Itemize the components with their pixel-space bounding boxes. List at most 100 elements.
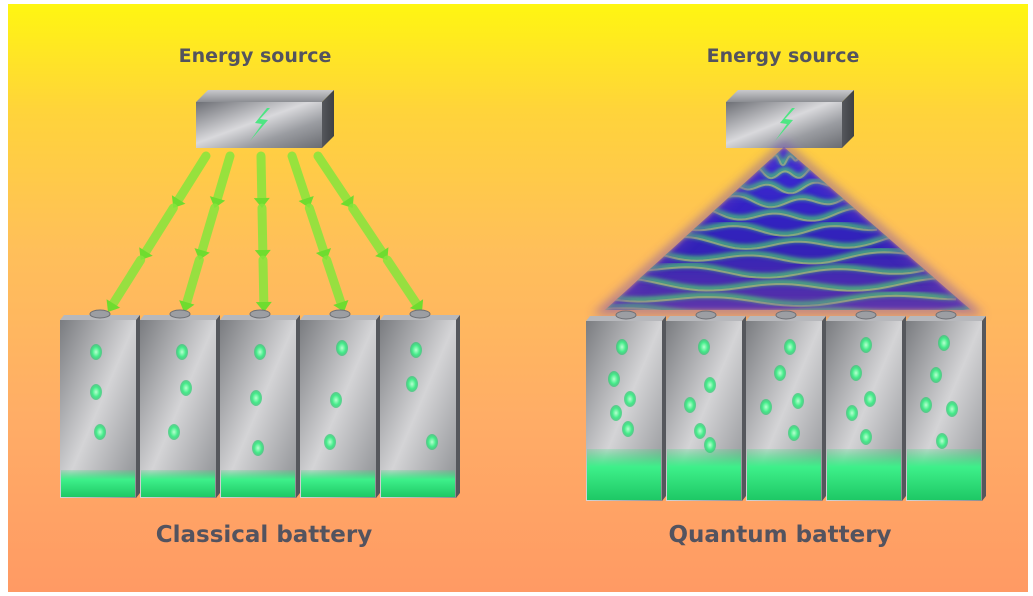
cell-terminal	[775, 310, 797, 320]
charge-level	[61, 470, 135, 497]
energy-droplet-icon	[784, 339, 796, 355]
energy-droplet-icon	[850, 365, 862, 381]
energy-droplet-icon	[698, 339, 710, 355]
energy-droplet-icon	[704, 437, 716, 453]
charge-level	[381, 470, 455, 497]
classical-battery-cells	[60, 309, 460, 498]
energy-droplet-icon	[406, 376, 418, 392]
energy-droplet-icon	[920, 397, 932, 413]
cell-terminal	[615, 310, 637, 320]
left-energy-source	[196, 90, 334, 148]
energy-droplet-icon	[410, 342, 422, 358]
energy-droplet-icon	[180, 380, 192, 396]
energy-droplet-icon	[860, 429, 872, 445]
charging-arrow	[106, 151, 211, 312]
energy-droplet-icon	[252, 440, 264, 456]
battery-cell	[140, 309, 220, 498]
charge-level	[221, 470, 295, 497]
wave-front	[737, 178, 830, 194]
energy-droplet-icon	[930, 367, 942, 383]
charge-level	[301, 470, 375, 497]
quantum-charging-wave	[592, 140, 985, 315]
classical-charging-arrows	[106, 151, 424, 312]
wave-front	[706, 204, 862, 222]
charging-arrow	[313, 151, 424, 312]
wave-front	[611, 291, 956, 307]
figure-canvas: Energy source Energy source Classical ba…	[8, 4, 1028, 592]
right-energy-source	[726, 90, 854, 148]
charging-arrow	[287, 151, 349, 312]
charging-arrow	[179, 151, 235, 312]
wave-front	[643, 263, 925, 279]
battery-cell	[666, 310, 746, 501]
source-box-front	[196, 102, 322, 148]
cell-terminal	[249, 309, 271, 319]
left-source-label: Energy source	[179, 45, 332, 67]
quantum-battery-cells	[586, 310, 986, 501]
source-box-side	[322, 90, 334, 148]
energy-droplet-icon	[684, 397, 696, 413]
charge-level	[747, 449, 821, 500]
energy-droplet-icon	[608, 371, 620, 387]
energy-droplet-icon	[250, 390, 262, 406]
cell-terminal	[89, 309, 111, 319]
source-box-top	[196, 90, 334, 102]
battery-cell	[380, 309, 460, 498]
left-battery-label: Classical battery	[156, 522, 373, 548]
wave-front	[675, 232, 894, 250]
energy-droplet-icon	[336, 340, 348, 356]
cell-terminal	[329, 309, 351, 319]
energy-droplet-icon	[90, 384, 102, 400]
cell-terminal	[935, 310, 957, 320]
cell-terminal	[695, 310, 717, 320]
charge-level	[827, 449, 901, 500]
energy-droplet-icon	[864, 391, 876, 407]
right-battery-label: Quantum battery	[668, 522, 891, 548]
battery-cell	[220, 309, 300, 498]
source-box-top	[726, 90, 854, 102]
energy-droplet-icon	[168, 424, 180, 440]
battery-cell	[906, 310, 986, 501]
charge-level	[907, 449, 981, 500]
wave-front	[690, 221, 878, 236]
energy-droplet-icon	[694, 423, 706, 439]
energy-droplet-icon	[622, 421, 634, 437]
energy-droplet-icon	[176, 344, 188, 360]
battery-cell	[586, 310, 666, 501]
wave-front	[627, 273, 941, 292]
charging-arrow	[253, 151, 272, 312]
charge-level	[667, 449, 741, 500]
energy-droplet-icon	[624, 391, 636, 407]
wave-front	[658, 248, 909, 264]
right-source-label: Energy source	[707, 45, 860, 67]
source-box-front	[726, 102, 842, 148]
battery-cell	[826, 310, 906, 501]
energy-droplet-icon	[616, 339, 628, 355]
wave-front	[753, 161, 815, 179]
energy-droplet-icon	[90, 344, 102, 360]
energy-droplet-icon	[330, 392, 342, 408]
energy-droplet-icon	[774, 365, 786, 381]
energy-droplet-icon	[946, 401, 958, 417]
battery-cell	[746, 310, 826, 501]
energy-droplet-icon	[860, 337, 872, 353]
cell-terminal	[169, 309, 191, 319]
energy-droplet-icon	[846, 405, 858, 421]
energy-droplet-icon	[704, 377, 716, 393]
battery-cell	[300, 309, 380, 498]
energy-droplet-icon	[788, 425, 800, 441]
energy-droplet-icon	[760, 399, 772, 415]
battery-cell	[60, 309, 140, 498]
cell-terminal	[855, 310, 877, 320]
energy-droplet-icon	[792, 393, 804, 409]
charge-level	[141, 470, 215, 497]
energy-droplet-icon	[324, 434, 336, 450]
energy-droplet-icon	[254, 344, 266, 360]
energy-droplet-icon	[938, 335, 950, 351]
energy-droplet-icon	[426, 434, 438, 450]
energy-droplet-icon	[610, 405, 622, 421]
cell-terminal	[409, 309, 431, 319]
wave-front	[722, 191, 847, 208]
source-box-side	[842, 90, 854, 148]
charge-level	[587, 449, 661, 500]
